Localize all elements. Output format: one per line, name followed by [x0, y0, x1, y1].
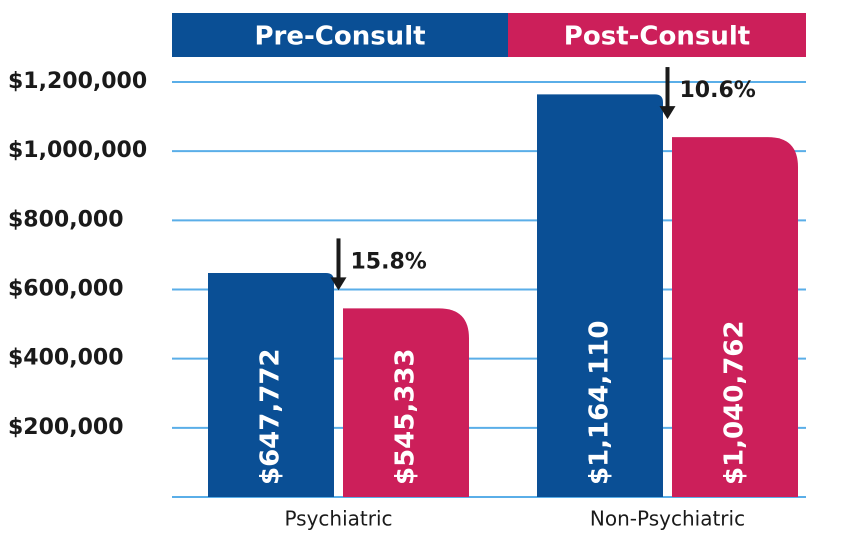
legend-label: Pre-Consult — [254, 22, 425, 52]
y-tick-label: $400,000 — [8, 346, 124, 371]
legend-label: Post-Consult — [564, 22, 750, 52]
data-label: $1,164,110 — [585, 321, 615, 485]
x-tick-label: Non-Psychiatric — [590, 507, 745, 531]
bar — [672, 137, 798, 497]
y-tick-label: $200,000 — [8, 415, 124, 440]
arrow-head — [330, 277, 347, 291]
x-tick-label: Psychiatric — [284, 507, 392, 531]
y-tick-label: $1,200,000 — [8, 69, 147, 94]
annotation: 15.8% — [351, 249, 427, 274]
annotation: 10.6% — [680, 78, 756, 103]
y-tick-label: $600,000 — [8, 277, 124, 302]
legend-swatch — [508, 13, 806, 57]
legend-swatch — [172, 13, 508, 57]
data-label: $1,040,762 — [720, 321, 750, 485]
data-label: $545,333 — [391, 348, 421, 485]
y-tick-label: $800,000 — [8, 207, 124, 232]
y-tick-label: $1,000,000 — [8, 138, 147, 163]
bar — [343, 308, 469, 497]
data-label: $647,772 — [256, 348, 286, 485]
arrow-head — [659, 106, 676, 120]
bar — [208, 272, 334, 497]
bar — [537, 94, 663, 497]
